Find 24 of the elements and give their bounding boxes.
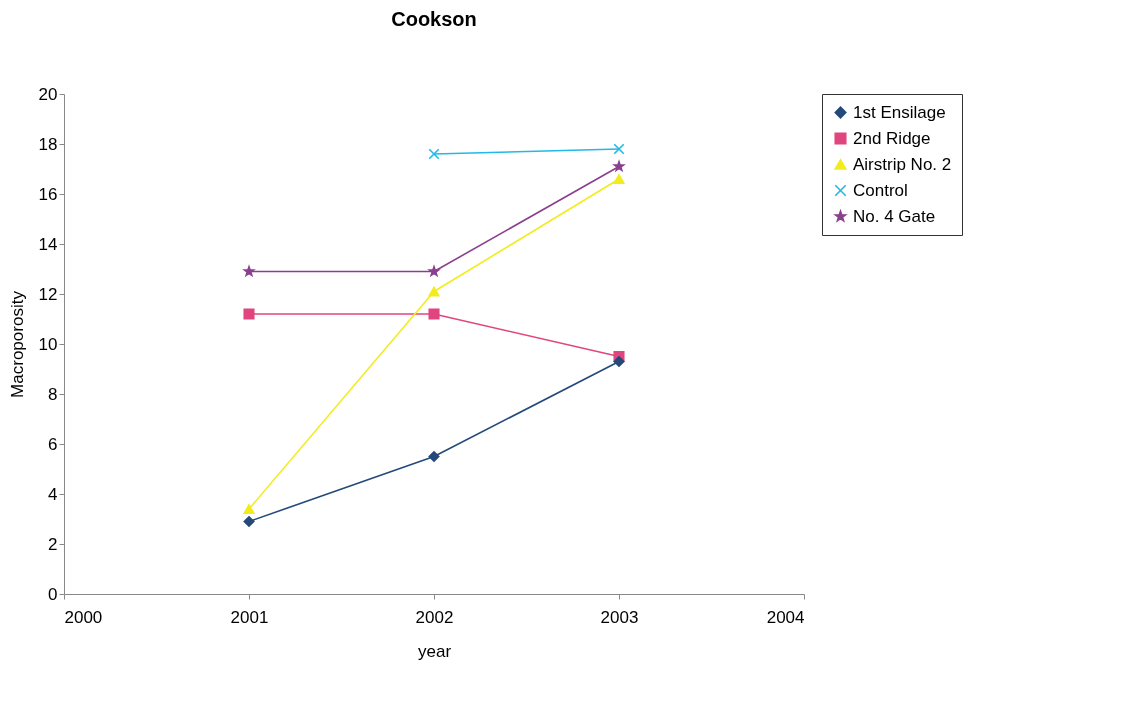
y-tick-label: 0 [48, 584, 58, 604]
x-tick-label: 2003 [600, 607, 639, 627]
y-tick-label: 10 [38, 334, 58, 354]
legend-label: 2nd Ridge [853, 128, 931, 148]
legend-label: Airstrip No. 2 [853, 154, 952, 174]
y-tick-label: 2 [48, 534, 58, 554]
x-axis-title: year [417, 641, 452, 661]
y-tick-label: 12 [38, 284, 58, 304]
x-tick-label: 2002 [415, 607, 454, 627]
legend-label: 1st Ensilage [853, 102, 946, 122]
legend-label: Control [853, 180, 908, 200]
y-axis-title: Macroporosity [7, 290, 27, 398]
y-tick-label: 20 [38, 84, 58, 104]
x-tick-label: 2001 [230, 607, 269, 627]
legend-label: No. 4 Gate [853, 206, 936, 226]
x-tick-label: 2000 [64, 607, 103, 627]
y-tick-label: 16 [38, 184, 58, 204]
y-tick-label: 6 [48, 434, 58, 454]
y-tick-label: 14 [38, 234, 58, 254]
y-tick-label: 8 [48, 384, 58, 404]
x-tick-label: 2004 [766, 607, 805, 627]
chart-title: Cookson [391, 8, 477, 30]
y-tick-label: 4 [48, 484, 58, 504]
y-tick-label: 18 [38, 134, 58, 154]
